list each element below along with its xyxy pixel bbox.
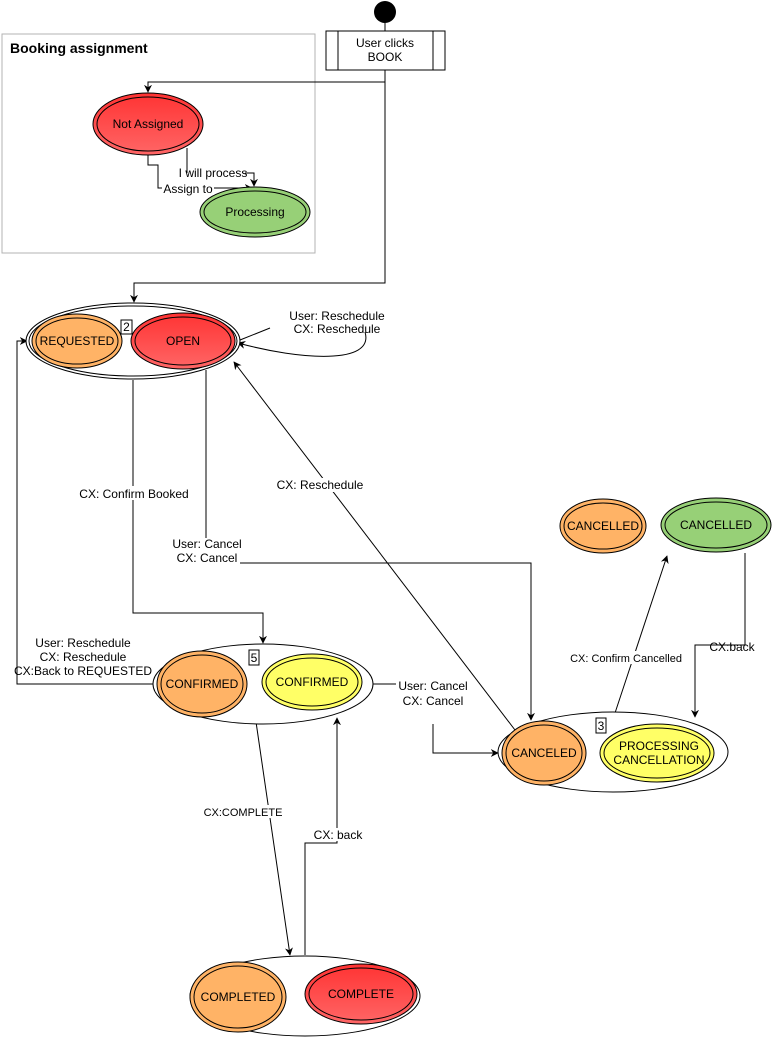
edge-cx-reschedule (233, 361, 516, 731)
canceled-label: CANCELED (511, 746, 577, 760)
complete-label: COMPLETE (328, 987, 394, 1001)
back-to-requested-label-2: CX: Reschedule (40, 650, 127, 664)
completed-label: COMPLETED (201, 990, 276, 1004)
edge-cx-back-complete (304, 717, 341, 955)
edge-confirm-cancelled (614, 555, 669, 714)
cancelled-green-label: CANCELLED (680, 518, 752, 532)
group-confirmed: CONFIRMED CONFIRMED 5 (152, 643, 374, 725)
cx-back-cancel-label: CX:back (709, 640, 755, 654)
state-cancelled-green[interactable]: CANCELLED (660, 497, 772, 553)
edge-book-to-not-assigned (144, 70, 386, 93)
state-requested[interactable]: REQUESTED (31, 313, 123, 369)
edge-cx-back-cancel (691, 553, 746, 718)
processing-label: Processing (225, 205, 284, 219)
booking-assignment-title: Booking assignment (10, 40, 148, 56)
edge-self-reschedule (237, 331, 367, 357)
start-label-1: User clicks (356, 36, 414, 50)
open-label: OPEN (166, 334, 200, 348)
state-confirmed-orange[interactable]: CONFIRMED (156, 650, 248, 718)
confirm-booked-label: CX: Confirm Booked (79, 487, 188, 501)
edge-open-cancel (205, 370, 531, 720)
state-complete[interactable]: COMPLETE (304, 963, 418, 1025)
assign-to-label: Assign to (163, 182, 213, 196)
canceled-group-badge: 3 (598, 719, 605, 733)
state-not-assigned[interactable]: Not Assigned (92, 92, 204, 156)
cancelled-orange-label: CANCELLED (567, 519, 639, 533)
back-to-requested-label-3: CX:Back to REQUESTED (14, 664, 152, 678)
state-completed[interactable]: COMPLETED (189, 961, 287, 1033)
edge-confirmed-cancel (372, 683, 498, 753)
confirmed-group-badge: 5 (251, 651, 258, 665)
state-canceled[interactable]: CANCELED (501, 720, 587, 786)
edge-book-to-open-group (130, 82, 386, 303)
confirm-cancelled-label: CX: Confirm Cancelled (570, 653, 682, 665)
state-confirmed-yellow[interactable]: CONFIRMED (261, 653, 363, 711)
open-cancel-label-1: User: Cancel (172, 537, 241, 551)
confirmed-orange-label: CONFIRMED (166, 677, 239, 691)
i-will-process-label: I will process (179, 166, 248, 180)
edge-cx-complete (254, 714, 293, 956)
state-processing-cancellation[interactable]: PROCESSING CANCELLATION (599, 723, 715, 783)
state-open[interactable]: OPEN (130, 312, 236, 370)
group-open: REQUESTED OPEN 2 (25, 302, 241, 380)
start-label-2: BOOK (368, 50, 403, 64)
processing-cancellation-label-2: CANCELLATION (613, 753, 704, 767)
edge-confirm-booked (132, 380, 267, 644)
group-canceled: CANCELED PROCESSING CANCELLATION 3 (497, 711, 729, 793)
self-reschedule-label-1: User: Reschedule (289, 309, 385, 323)
back-to-requested-label-1: User: Reschedule (35, 636, 131, 650)
requested-label: REQUESTED (40, 334, 115, 348)
group-complete: COMPLETED COMPLETE (189, 955, 421, 1037)
edge-i-will-process (186, 148, 254, 186)
confirmed-yellow-label: CONFIRMED (276, 675, 349, 689)
confirmed-cancel-label-2: CX: Cancel (403, 694, 464, 708)
state-cancelled-orange[interactable]: CANCELLED (559, 498, 647, 554)
state-processing[interactable]: Processing (199, 186, 311, 238)
confirmed-cancel-label-1: User: Cancel (398, 679, 467, 693)
self-reschedule-label-2: CX: Reschedule (294, 322, 381, 336)
open-cancel-label-2: CX: Cancel (177, 551, 238, 565)
processing-cancellation-label-1: PROCESSING (619, 739, 699, 753)
cx-reschedule-label: CX: Reschedule (277, 478, 364, 492)
initial-state-dot (374, 1, 396, 23)
edge-labels: User: Reschedule CX: Reschedule CX: Conf… (14, 309, 756, 842)
not-assigned-label: Not Assigned (113, 117, 184, 131)
cx-complete-label: CX:COMPLETE (204, 807, 283, 819)
cx-back-complete-label: CX: back (314, 828, 364, 842)
edge-back-to-requested (16, 337, 157, 685)
open-group-badge: 2 (123, 320, 130, 334)
user-clicks-book-node[interactable]: User clicks BOOK (325, 30, 446, 71)
